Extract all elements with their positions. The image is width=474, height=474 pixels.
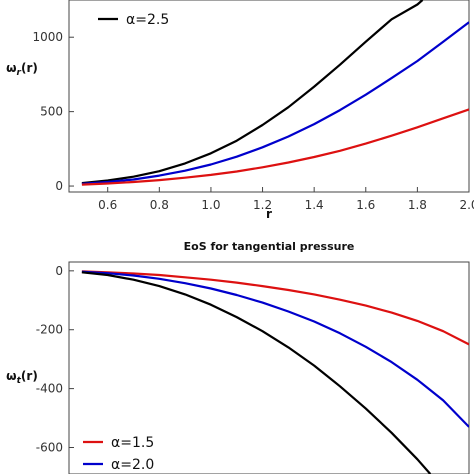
top-x-tick-label: 2.0 <box>459 198 474 212</box>
top-series-line-3 <box>81 108 469 186</box>
bottom-chart-title: EoS for tangential pressure <box>184 240 355 253</box>
bottom-y-axis-label-main: ω <box>6 369 16 383</box>
top-x-tick-label: 1.6 <box>356 198 375 212</box>
top-series-line-2 <box>81 21 469 185</box>
bottom-legend-label: α=1.5 <box>111 435 154 451</box>
top-y-ticks: 0 500 1000 <box>32 30 74 193</box>
panel-tangential-eos: EoS for tangential pressure 0 -200 -400 -60… <box>6 240 470 474</box>
top-y-tick-label: 500 <box>40 105 63 119</box>
top-plot-frame <box>68 0 470 193</box>
bottom-plot-frame <box>68 261 470 474</box>
top-x-ticks: 0.6 0.8 1.0 1.2 1.4 1.6 1.8 2.0 <box>98 187 474 212</box>
bottom-y-axis-label: ωt(r) <box>6 369 38 386</box>
bottom-series-line-3 <box>81 271 432 474</box>
top-x-tick-label: 0.6 <box>98 198 117 212</box>
top-legend-label: α=2.5 <box>126 12 169 28</box>
bottom-series-line-1 <box>81 270 469 346</box>
bottom-y-axis-label-sub: t <box>17 376 22 386</box>
bottom-y-tick-label: 0 <box>55 264 63 278</box>
top-y-tick-label: 1000 <box>32 30 63 44</box>
bottom-legend-label: α=2.0 <box>111 457 154 473</box>
bottom-series-group <box>81 270 469 474</box>
top-x-tick-label: 1.4 <box>305 198 324 212</box>
top-y-axis-label-sub: r <box>17 68 22 78</box>
top-y-axis-label-arg: (r) <box>21 61 38 75</box>
top-legend: α=2.5 <box>98 12 169 28</box>
top-x-tick-label: 0.8 <box>150 198 169 212</box>
top-x-tick-label: 1.8 <box>408 198 427 212</box>
top-x-axis-label: r <box>266 207 272 221</box>
top-y-axis-label-main: ω <box>6 61 16 75</box>
bottom-y-ticks: 0 -200 -400 -600 <box>36 264 74 455</box>
top-y-tick-label: 0 <box>55 179 63 193</box>
top-series-group <box>81 0 469 186</box>
bottom-legend: α=1.5 α=2.0 <box>83 435 154 473</box>
bottom-y-tick-label: -200 <box>36 323 63 337</box>
top-x-tick-label: 1.2 <box>253 198 272 212</box>
bottom-series-line-2 <box>81 270 469 428</box>
top-x-tick-label: 1.0 <box>201 198 220 212</box>
bottom-y-tick-label: -600 <box>36 441 63 455</box>
bottom-y-axis-label-arg: (r) <box>21 369 38 383</box>
bottom-y-tick-label: -400 <box>36 382 63 396</box>
top-y-axis-label: ωr(r) <box>6 61 38 78</box>
top-series-line-1 <box>81 0 424 185</box>
